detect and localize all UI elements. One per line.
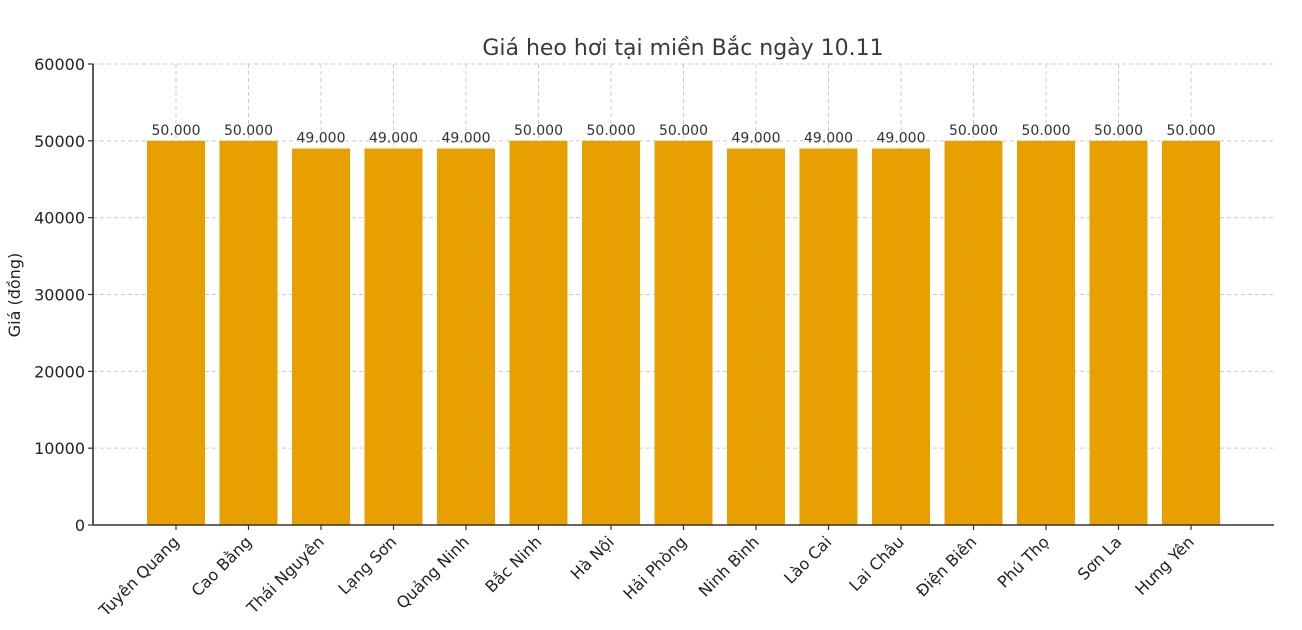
x-tick-label: Phú Thọ: [994, 532, 1053, 591]
bar-value-label: 50.000: [949, 123, 998, 139]
x-tick-label: Hải Phòng: [619, 532, 690, 603]
y-axis-label: Giá (đồng): [5, 253, 24, 337]
y-tick-label: 40000: [34, 209, 85, 228]
x-tick-label: Điện Biên: [912, 532, 980, 600]
bar-value-label: 49.000: [804, 131, 853, 147]
chart-title: Giá heo hơi tại miền Bắc ngày 10.11: [482, 36, 883, 61]
x-tick-label: Thái Nguyên: [242, 532, 328, 618]
bar: [799, 148, 858, 525]
y-tick-label: 60000: [34, 55, 85, 74]
y-tick-label: 30000: [34, 286, 85, 305]
bar-value-label: 49.000: [732, 131, 781, 147]
bar-value-label: 50.000: [1022, 123, 1071, 139]
bar-value-label: 49.000: [442, 131, 491, 147]
y-tick-label: 10000: [34, 439, 85, 458]
bar-value-label: 50.000: [659, 123, 708, 139]
bar-value-label: 50.000: [587, 123, 636, 139]
x-tick-label: Ninh Bình: [695, 532, 763, 600]
x-tick-label: Cao Bằng: [187, 532, 255, 600]
x-tick-label: Sơn La: [1074, 532, 1126, 584]
bar-value-label: 50.000: [1094, 123, 1143, 139]
x-tick-label: Hà Nội: [567, 532, 618, 583]
x-tick-label: Hưng Yên: [1131, 532, 1198, 599]
bar-value-label: 49.000: [369, 131, 418, 147]
bar: [292, 148, 350, 525]
bars: 50.000 50.000 49.000 49.000 49.000 50.000 50.0…: [147, 123, 1220, 526]
x-tick-label: Lai Châu: [845, 532, 908, 595]
bar: [727, 148, 785, 525]
x-tick-label: Bắc Ninh: [481, 532, 545, 596]
x-tick-label: Quảng Ninh: [392, 532, 472, 612]
x-tick-label: Lào Cai: [780, 532, 835, 587]
bar-value-label: 50.000: [224, 123, 273, 139]
bar-value-label: 49.000: [877, 131, 926, 147]
bar: [364, 148, 423, 525]
y-tick-label: 0: [75, 516, 85, 535]
bar: [437, 148, 495, 525]
bar-value-label: 50.000: [514, 123, 563, 139]
bar-value-label: 50.000: [152, 123, 201, 139]
y-tick-label: 20000: [34, 362, 85, 381]
y-tick-label: 50000: [34, 132, 85, 151]
x-tick-label: Lạng Sơn: [334, 532, 400, 598]
bar-value-label: 49.000: [297, 131, 346, 147]
bar: [872, 148, 930, 525]
x-tick-label: Tuyên Quang: [95, 532, 183, 620]
bar-value-label: 50.000: [1167, 123, 1216, 139]
